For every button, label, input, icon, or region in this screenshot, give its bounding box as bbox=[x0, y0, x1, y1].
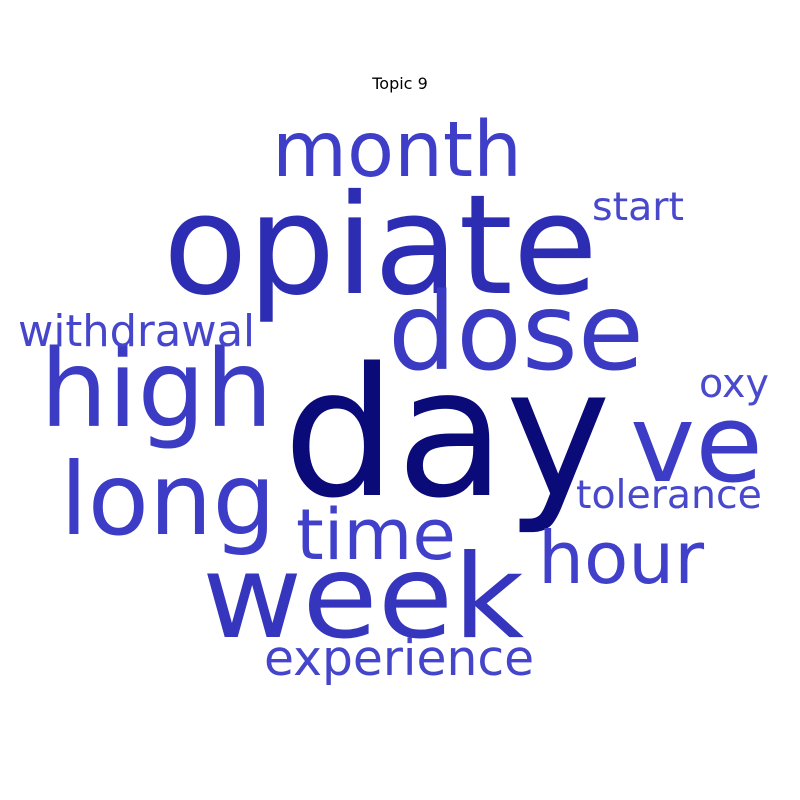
cloud-word-long: long bbox=[60, 441, 277, 558]
cloud-word-withdrawal: withdrawal bbox=[18, 307, 256, 358]
cloud-word-time: time bbox=[296, 493, 456, 577]
cloud-word-day: day bbox=[283, 329, 611, 538]
cloud-word-hour: hour bbox=[538, 516, 705, 601]
cloud-word-opiate: opiate bbox=[163, 164, 598, 326]
cloud-word-experience: experience bbox=[264, 630, 535, 687]
cloud-word-tolerance: tolerance bbox=[576, 472, 762, 519]
cloud-word-dose: dose bbox=[388, 270, 644, 396]
cloud-word-ve: ve bbox=[630, 382, 763, 507]
cloud-word-week: week bbox=[202, 530, 525, 665]
cloud-word-month: month bbox=[272, 105, 522, 195]
cloud-word-high: high bbox=[40, 327, 274, 452]
cloud-word-start: start bbox=[592, 184, 684, 231]
chart-title: Topic 9 bbox=[372, 74, 428, 93]
cloud-word-oxy: oxy bbox=[699, 361, 769, 408]
